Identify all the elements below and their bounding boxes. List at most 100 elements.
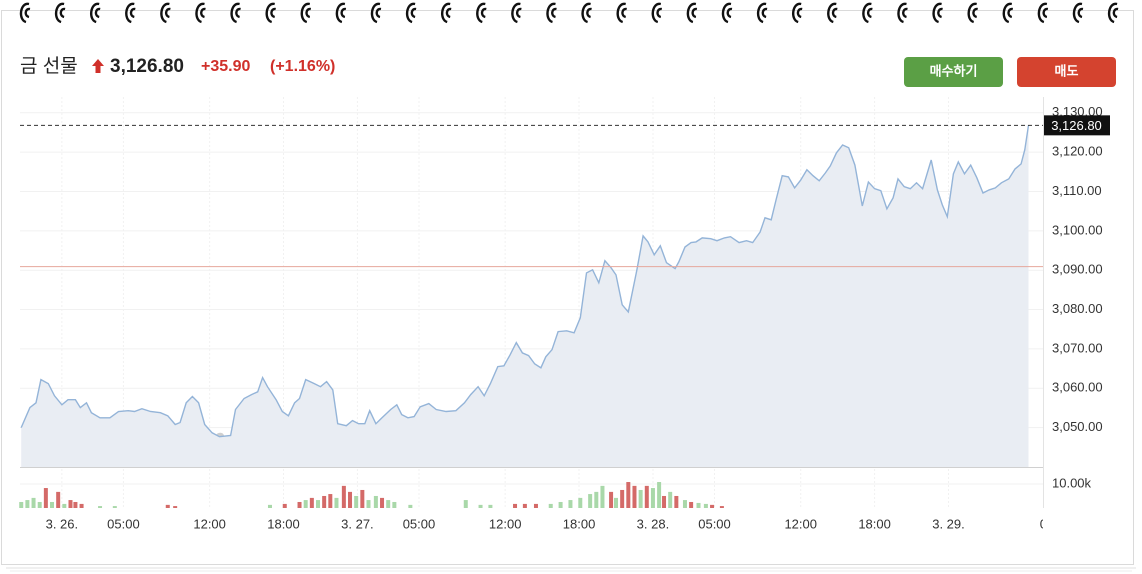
volume-bar xyxy=(689,501,694,508)
ring xyxy=(616,2,627,24)
volume-bar xyxy=(98,506,103,508)
volume-bar xyxy=(632,485,637,508)
volume-bar xyxy=(173,506,178,508)
ring xyxy=(1002,2,1014,24)
volume-bar xyxy=(392,501,397,508)
instrument-title: 금 선물 xyxy=(20,55,78,77)
volume-bar xyxy=(588,494,593,508)
volume-bar xyxy=(165,504,170,508)
volume-bar xyxy=(380,497,385,508)
volume-bar xyxy=(533,503,538,508)
volume-bar xyxy=(710,504,715,508)
volume-bar xyxy=(513,503,518,508)
volume-bar xyxy=(620,489,625,508)
y-tick-label: 3,110.00 xyxy=(1052,183,1102,198)
volume-bar xyxy=(328,494,333,508)
volume-bar xyxy=(696,502,701,508)
ring xyxy=(265,2,276,24)
x-axis-labels: 3. 26. 05:00 12:00 18:00 3. 27. 05:00 12:00 18:… xyxy=(46,516,1054,531)
ring xyxy=(721,2,733,24)
volume-bar xyxy=(657,482,662,508)
ring xyxy=(756,2,768,24)
ring xyxy=(651,2,663,24)
x-tick-label: 3. 26. xyxy=(46,516,79,531)
volume-bar xyxy=(488,504,493,508)
volume-bar xyxy=(719,506,724,508)
x-tick-label: 12:00 xyxy=(784,516,817,531)
y-tick-label: 3,100.00 xyxy=(1052,222,1103,237)
volume-bar xyxy=(626,482,631,508)
ring xyxy=(862,2,873,24)
volume-bar xyxy=(360,489,365,508)
volume-bar xyxy=(650,488,655,508)
volume-bar xyxy=(644,485,649,508)
volume-bar xyxy=(19,501,24,508)
volume-bar xyxy=(316,500,321,508)
volume-bar xyxy=(43,488,48,508)
ring xyxy=(441,2,452,24)
volume-bar xyxy=(568,500,573,508)
price-area xyxy=(21,125,1029,468)
volume-bar xyxy=(668,491,673,508)
x-tick-label: 18:00 xyxy=(858,516,891,531)
volume-bar xyxy=(463,500,468,508)
volume-bar xyxy=(614,497,619,508)
volume-bar xyxy=(674,495,679,508)
volume-bar xyxy=(334,497,339,508)
volume-bar xyxy=(79,503,84,508)
volume-bar xyxy=(558,501,563,508)
volume-bar xyxy=(548,503,553,508)
ring xyxy=(897,2,908,24)
x-tick-label: 12:00 xyxy=(489,516,522,531)
ring xyxy=(546,2,557,24)
sell-button-label: 매도 xyxy=(1055,63,1079,78)
volume-bar xyxy=(341,485,346,508)
volume-bar xyxy=(73,501,78,508)
ring xyxy=(370,2,382,24)
x-tick-label: 18:00 xyxy=(563,516,596,531)
x-tick-label: 05:00 xyxy=(698,516,731,531)
volume-bar xyxy=(366,500,371,508)
y-tick-label: 3,070.00 xyxy=(1052,340,1103,355)
ring xyxy=(1107,2,1119,24)
ring xyxy=(230,2,241,24)
price-line xyxy=(20,125,1030,438)
volume-tick-label: 10.00k xyxy=(1052,475,1092,490)
volume-bar xyxy=(354,495,359,508)
volume-bar xyxy=(638,489,643,508)
volume-bar xyxy=(282,503,287,508)
last-price-tag-label: 3,126.80 xyxy=(1051,118,1102,133)
volume-bar xyxy=(309,497,314,508)
ring xyxy=(54,2,66,24)
binder-rings xyxy=(19,2,1119,24)
volume-bar xyxy=(609,491,614,508)
buy-button-bg xyxy=(904,57,1003,87)
x-tick-label: 3. 27. xyxy=(341,516,374,531)
ring xyxy=(19,2,31,24)
ring xyxy=(300,2,312,24)
volume-bar xyxy=(112,506,117,508)
x-tick-label: 12:00 xyxy=(193,516,226,531)
ring xyxy=(511,2,522,24)
ring xyxy=(1037,2,1049,24)
buy-button[interactable]: 매수하기 xyxy=(904,57,1003,87)
sell-button[interactable]: 매도 xyxy=(1017,57,1116,87)
y-tick-label: 3,120.00 xyxy=(1052,144,1103,159)
volume-bar xyxy=(297,501,302,508)
volume-bar xyxy=(25,500,30,508)
y-tick-label: 3,060.00 xyxy=(1052,380,1103,395)
x-tick-label: 08 xyxy=(1040,516,1054,531)
x-tick-label: 3. 29. xyxy=(932,516,965,531)
volume-bar xyxy=(31,497,36,508)
volume-bar xyxy=(386,500,391,508)
y-tick-label: 3,090.00 xyxy=(1052,262,1103,277)
price-change: +35.90 xyxy=(201,58,250,75)
ring xyxy=(1072,2,1084,24)
y-tick-label: 3,050.00 xyxy=(1052,419,1103,434)
last-price: 3,126.80 xyxy=(110,56,184,77)
volume-bar xyxy=(578,497,583,508)
ring xyxy=(195,2,206,24)
volume-bar xyxy=(662,495,667,508)
volume-bar xyxy=(408,504,413,508)
